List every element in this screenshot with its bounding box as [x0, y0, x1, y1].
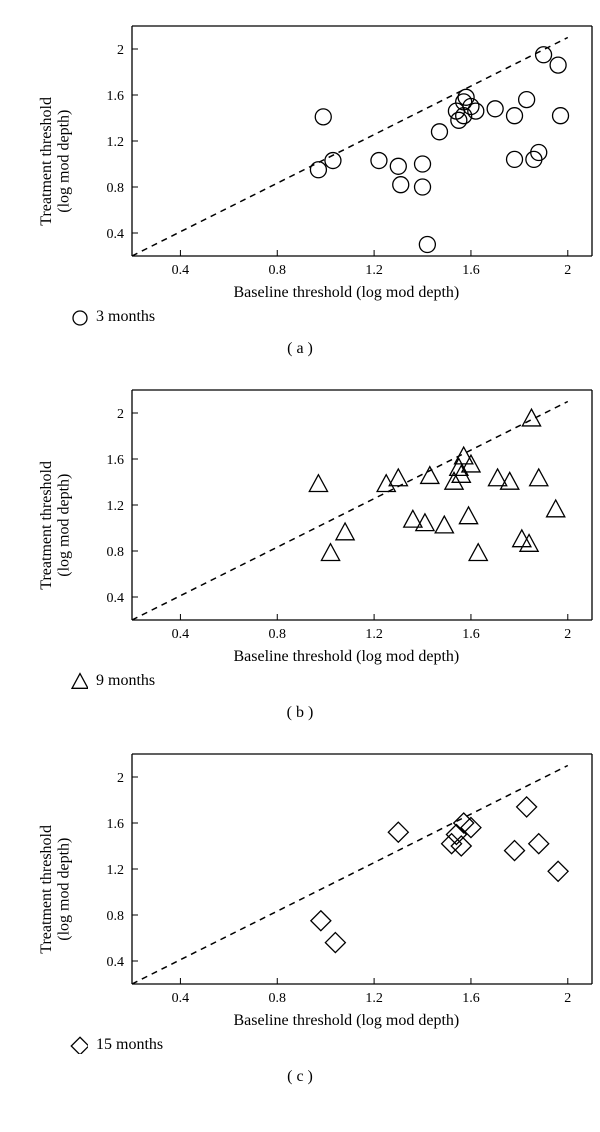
data-point — [316, 109, 332, 125]
data-point — [336, 523, 354, 540]
y-axis-label: Treatment threshold(log mod depth) — [38, 97, 73, 226]
svg-text:1.6: 1.6 — [463, 627, 481, 642]
data-point — [322, 544, 340, 561]
data-point — [469, 544, 487, 561]
data-point — [389, 822, 409, 842]
panel-b: Treatment threshold(log mod depth) 0.4 0.8… — [20, 384, 580, 722]
data-point — [442, 834, 462, 854]
panel-caption: ( a ) — [20, 340, 580, 358]
data-point — [432, 124, 448, 140]
data-point — [553, 108, 569, 124]
svg-text:2: 2 — [565, 627, 572, 642]
panel-c: Treatment threshold(log mod depth) 0.4 0.8… — [20, 748, 580, 1086]
y-axis-label: Treatment threshold(log mod depth) — [38, 825, 73, 954]
svg-text:2: 2 — [117, 43, 124, 58]
data-point — [391, 158, 407, 174]
y-axis-label: Treatment threshold(log mod depth) — [38, 461, 73, 590]
data-point — [550, 57, 566, 73]
data-point — [458, 89, 474, 105]
data-point — [505, 841, 525, 861]
data-point — [311, 911, 331, 931]
svg-text:1.6: 1.6 — [107, 453, 125, 468]
data-point — [488, 101, 504, 117]
data-point — [523, 409, 541, 426]
svg-text:0.4: 0.4 — [172, 991, 190, 1006]
data-point — [530, 469, 548, 486]
data-point — [371, 153, 387, 169]
data-point — [536, 47, 552, 63]
svg-text:0.8: 0.8 — [269, 627, 287, 642]
svg-text:0.8: 0.8 — [107, 545, 125, 560]
legend: 9 months — [70, 672, 580, 690]
svg-text:2: 2 — [117, 771, 124, 786]
svg-text:0.4: 0.4 — [107, 955, 125, 970]
svg-text:0.8: 0.8 — [269, 991, 287, 1006]
data-point — [519, 92, 535, 108]
x-axis-label: Baseline threshold (log mod depth) — [94, 648, 598, 666]
legend-label: 3 months — [96, 308, 155, 326]
data-point — [507, 151, 523, 167]
legend: 15 months — [70, 1036, 580, 1054]
data-point — [436, 516, 454, 533]
data-point — [326, 933, 346, 953]
data-point — [460, 507, 478, 524]
svg-text:1.2: 1.2 — [107, 135, 125, 150]
svg-text:2: 2 — [565, 991, 572, 1006]
data-point — [310, 475, 328, 492]
svg-text:1.6: 1.6 — [463, 991, 481, 1006]
svg-text:0.4: 0.4 — [172, 263, 190, 278]
svg-text:0.8: 0.8 — [269, 263, 287, 278]
svg-text:1.2: 1.2 — [366, 627, 384, 642]
svg-text:1.2: 1.2 — [107, 863, 125, 878]
data-point — [415, 179, 431, 195]
data-point — [311, 162, 327, 178]
svg-text:1.2: 1.2 — [366, 263, 384, 278]
svg-text:0.8: 0.8 — [107, 909, 125, 924]
data-point — [393, 177, 409, 193]
panel-a: Treatment threshold(log mod depth) 0.4 0.8… — [20, 20, 580, 358]
data-point — [421, 467, 439, 484]
svg-text:1.2: 1.2 — [107, 499, 125, 514]
data-point — [548, 861, 568, 881]
legend-label: 15 months — [96, 1036, 163, 1054]
svg-text:1.6: 1.6 — [463, 263, 481, 278]
panel-caption: ( b ) — [20, 704, 580, 722]
data-point — [507, 108, 523, 124]
svg-text:1.6: 1.6 — [107, 817, 125, 832]
data-point — [415, 156, 431, 172]
svg-text:2: 2 — [117, 407, 124, 422]
data-point — [390, 469, 408, 486]
legend: 3 months — [70, 308, 580, 326]
svg-text:0.4: 0.4 — [107, 227, 125, 242]
data-point — [513, 530, 531, 547]
svg-text:0.4: 0.4 — [172, 627, 190, 642]
svg-text:1.6: 1.6 — [107, 89, 125, 104]
panel-caption: ( c ) — [20, 1068, 580, 1086]
legend-label: 9 months — [96, 672, 155, 690]
svg-text:0.4: 0.4 — [107, 591, 125, 606]
data-point — [420, 237, 436, 253]
data-point — [451, 112, 467, 128]
data-point — [517, 797, 537, 817]
x-axis-label: Baseline threshold (log mod depth) — [94, 284, 598, 302]
x-axis-label: Baseline threshold (log mod depth) — [94, 1012, 598, 1030]
svg-text:0.8: 0.8 — [107, 181, 125, 196]
data-point — [547, 500, 565, 517]
data-point — [529, 834, 549, 854]
svg-text:1.2: 1.2 — [366, 991, 384, 1006]
svg-text:2: 2 — [565, 263, 572, 278]
